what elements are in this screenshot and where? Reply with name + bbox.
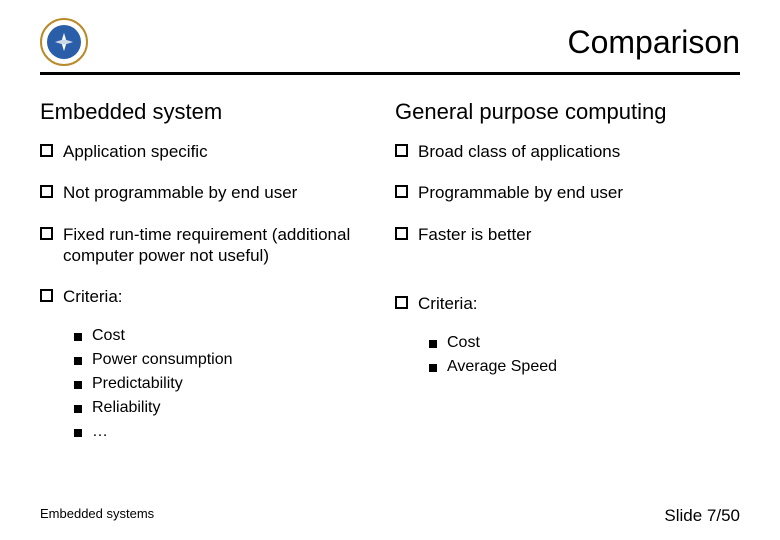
hollow-square-icon [40,289,53,302]
bullet-item: Fixed run-time requirement (additional c… [40,224,385,267]
bullet-text: Criteria: [63,286,385,307]
bullet-text: Fixed run-time requirement (additional c… [63,224,385,267]
slide-title: Comparison [567,24,740,61]
hollow-square-icon [40,185,53,198]
logo-inner [47,25,81,59]
hollow-square-icon [395,144,408,157]
sub-item: Cost [74,327,385,345]
sub-text: Power consumption [92,351,233,369]
comparison-columns: Embedded system Application specific Not… [40,99,740,447]
right-bullets: Broad class of applications Programmable… [395,141,740,314]
compass-icon [53,31,75,53]
footer-right: Slide 7/50 [664,506,740,526]
bullet-item: Programmable by end user [395,182,740,203]
slide: Comparison Embedded system Application s… [0,0,780,540]
right-column: General purpose computing Broad class of… [395,99,740,447]
bullet-text: Broad class of applications [418,141,740,162]
bullet-item: Not programmable by end user [40,182,385,203]
sub-item: Cost [429,334,740,352]
bullet-item: Faster is better [395,224,740,245]
sub-item: Average Speed [429,358,740,376]
filled-square-icon [74,381,82,389]
hollow-square-icon [40,227,53,240]
footer-left: Embedded systems [40,506,154,526]
bullet-text: Application specific [63,141,385,162]
sub-item: Predictability [74,375,385,393]
sub-text: Average Speed [447,358,557,376]
bullet-item: Application specific [40,141,385,162]
sub-text: Reliability [92,399,160,417]
sub-text: … [92,423,108,441]
hollow-square-icon [395,296,408,309]
hollow-square-icon [395,185,408,198]
header: Comparison [40,18,740,75]
bullet-text: Programmable by end user [418,182,740,203]
logo-badge [40,18,88,66]
footer: Embedded systems Slide 7/50 [40,506,740,526]
filled-square-icon [74,357,82,365]
sub-item: Power consumption [74,351,385,369]
filled-square-icon [74,333,82,341]
sub-text: Predictability [92,375,183,393]
left-heading: Embedded system [40,99,385,125]
sub-item: Reliability [74,399,385,417]
sub-text: Cost [447,334,480,352]
right-criteria-list: Cost Average Speed [429,334,740,376]
filled-square-icon [429,364,437,372]
bullet-item: Criteria: [40,286,385,307]
filled-square-icon [74,429,82,437]
bullet-text: Criteria: [418,293,740,314]
hollow-square-icon [40,144,53,157]
bullet-item: Criteria: [395,293,740,314]
bullet-text: Faster is better [418,224,740,245]
sub-text: Cost [92,327,125,345]
hollow-square-icon [395,227,408,240]
left-column: Embedded system Application specific Not… [40,99,385,447]
bullet-text: Not programmable by end user [63,182,385,203]
left-bullets: Application specific Not programmable by… [40,141,385,307]
filled-square-icon [429,340,437,348]
right-heading: General purpose computing [395,99,740,125]
filled-square-icon [74,405,82,413]
sub-item: … [74,423,385,441]
bullet-item: Broad class of applications [395,141,740,162]
left-criteria-list: Cost Power consumption Predictability Re… [74,327,385,441]
